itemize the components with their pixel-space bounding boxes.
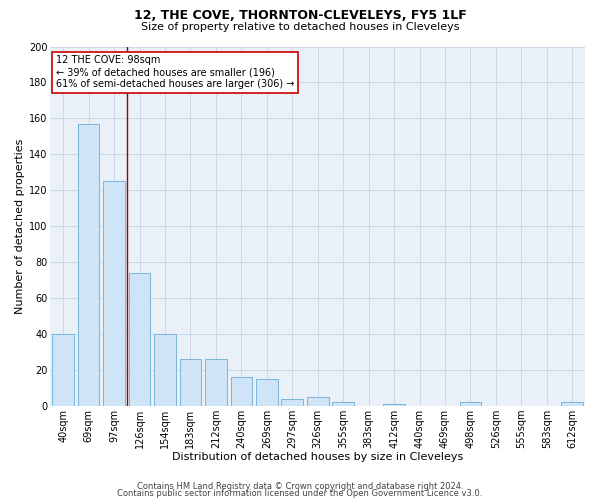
Bar <box>129 273 151 406</box>
Bar <box>78 124 100 406</box>
X-axis label: Distribution of detached houses by size in Cleveleys: Distribution of detached houses by size … <box>172 452 463 462</box>
Bar <box>205 360 227 406</box>
Bar <box>230 378 252 406</box>
Y-axis label: Number of detached properties: Number of detached properties <box>15 138 25 314</box>
Text: Contains public sector information licensed under the Open Government Licence v3: Contains public sector information licen… <box>118 490 482 498</box>
Bar <box>383 404 405 406</box>
Text: 12, THE COVE, THORNTON-CLEVELEYS, FY5 1LF: 12, THE COVE, THORNTON-CLEVELEYS, FY5 1L… <box>134 9 466 22</box>
Bar <box>562 402 583 406</box>
Text: Contains HM Land Registry data © Crown copyright and database right 2024.: Contains HM Land Registry data © Crown c… <box>137 482 463 491</box>
Text: Size of property relative to detached houses in Cleveleys: Size of property relative to detached ho… <box>141 22 459 32</box>
Bar <box>179 360 201 406</box>
Bar <box>256 379 278 406</box>
Bar <box>103 182 125 406</box>
Bar <box>307 397 329 406</box>
Bar <box>460 402 481 406</box>
Bar <box>52 334 74 406</box>
Text: 12 THE COVE: 98sqm
← 39% of detached houses are smaller (196)
61% of semi-detach: 12 THE COVE: 98sqm ← 39% of detached hou… <box>56 56 294 88</box>
Bar <box>281 399 303 406</box>
Bar <box>332 402 354 406</box>
Bar <box>154 334 176 406</box>
